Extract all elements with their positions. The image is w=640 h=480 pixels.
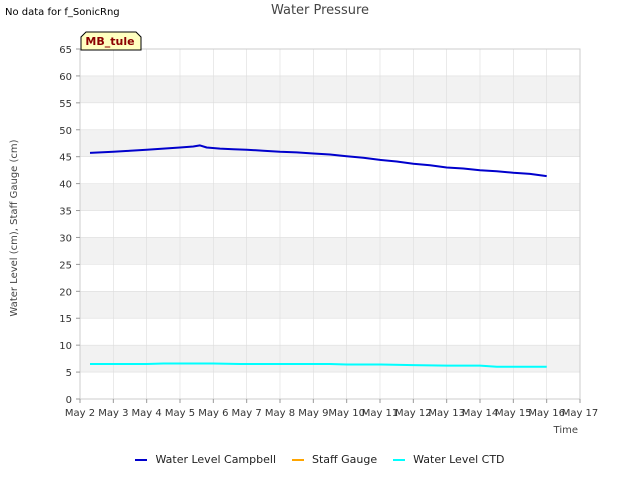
plot-band <box>80 345 580 373</box>
series-line-water-level-ctd <box>90 362 547 368</box>
y-tick-label: 65 <box>59 45 72 56</box>
x-tick-label: May 16 <box>528 408 565 419</box>
plot-frame <box>79 48 581 400</box>
legend-item-campbell: Water Level Campbell <box>135 453 276 466</box>
y-tick-label: 5 <box>66 368 72 379</box>
plot-band <box>80 129 580 157</box>
x-axis-label: Time <box>553 425 578 436</box>
x-tick-label: May 12 <box>395 408 432 419</box>
y-tick-label: 50 <box>59 126 72 137</box>
y-tick-label: 20 <box>59 287 72 298</box>
no-data-message: No data for f_SonicRng <box>5 7 120 18</box>
x-tick-label: May 2 <box>65 408 95 419</box>
legend-item-staff-gauge: Staff Gauge <box>292 453 377 466</box>
x-tick-label: May 3 <box>98 408 128 419</box>
data-lines <box>89 144 547 368</box>
legend-label-ctd: Water Level CTD <box>413 453 505 466</box>
badge-label: MB_tule <box>85 35 135 48</box>
y-tick-label: 40 <box>59 180 72 191</box>
legend-swatch-ctd <box>393 458 406 461</box>
plot-band <box>80 75 580 103</box>
legend-swatch-staff-gauge <box>292 458 304 461</box>
legend-swatch-campbell <box>135 458 148 461</box>
x-tick-label: May 4 <box>132 408 162 419</box>
y-tick-label: 45 <box>59 153 72 164</box>
y-tick-label: 10 <box>59 341 72 352</box>
series-line-water-level-campbell <box>89 144 547 178</box>
y-tick-label: 0 <box>66 395 72 406</box>
badge-shape <box>80 31 142 51</box>
chart-title: Water Pressure <box>270 3 370 18</box>
y-tick-label: 30 <box>59 233 72 244</box>
plot-band <box>80 183 580 211</box>
legend-item-ctd: Water Level CTD <box>393 453 505 466</box>
legend-label-staff-gauge: Staff Gauge <box>312 453 378 466</box>
x-tick-label: May 17 <box>562 408 599 419</box>
plot-band <box>80 291 580 319</box>
x-tick-label: May 6 <box>198 408 228 419</box>
x-tick-label: May 11 <box>362 408 399 419</box>
x-tick-label: May 10 <box>328 408 365 419</box>
x-tick-label: May 14 <box>462 408 499 419</box>
x-tick-label: May 13 <box>428 408 465 419</box>
y-tick-label: 25 <box>59 260 72 271</box>
y-axis-ticks: 0 5 10 15 20 25 30 35 40 45 50 55 60 65 <box>59 45 80 406</box>
x-tick-label: May 9 <box>298 408 328 419</box>
site-badge: MB_tule <box>80 31 142 51</box>
y-axis-label: Water Level (cm), Staff Gauge (cm) <box>9 139 20 316</box>
x-tick-label: May 5 <box>165 408 195 419</box>
y-tick-label: 35 <box>59 207 72 218</box>
x-tick-label: May 15 <box>495 408 532 419</box>
y-tick-label: 55 <box>59 99 72 110</box>
legend-label-campbell: Water Level Campbell <box>155 453 276 466</box>
x-axis-ticks: May 2 May 3 May 4 May 5 May 6 May 7 May 8 May 9… <box>65 399 598 419</box>
x-tick-label: May 8 <box>265 408 295 419</box>
x-tick-label: May 7 <box>232 408 262 419</box>
legend: Water Level Campbell Staff Gauge Water L… <box>0 453 640 466</box>
y-tick-label: 60 <box>59 72 72 83</box>
y-tick-label: 15 <box>59 314 72 325</box>
plot-bands <box>80 75 580 373</box>
plot-band <box>80 237 580 265</box>
